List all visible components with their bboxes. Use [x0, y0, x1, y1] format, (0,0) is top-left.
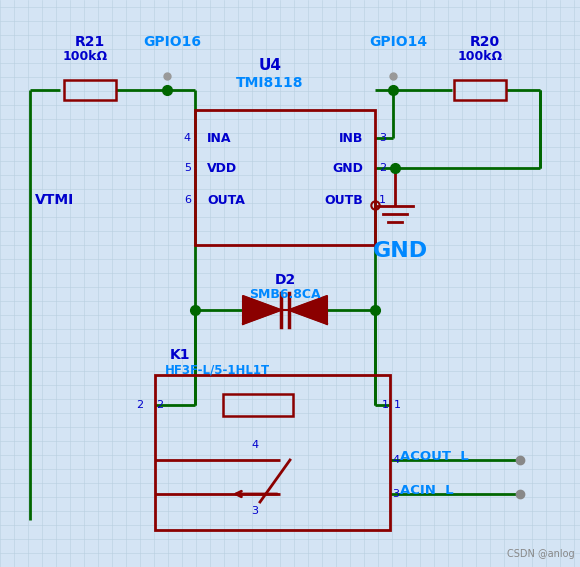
Text: 2: 2 — [156, 400, 163, 410]
Text: 4: 4 — [252, 440, 259, 450]
Text: TMI8118: TMI8118 — [236, 76, 304, 90]
Text: 100kΩ: 100kΩ — [458, 50, 502, 64]
Text: GPIO14: GPIO14 — [369, 35, 427, 49]
Text: 2: 2 — [379, 163, 386, 173]
Text: 1: 1 — [379, 195, 386, 205]
Text: 4: 4 — [184, 133, 191, 143]
Bar — [64, 80, 116, 100]
Text: 3: 3 — [392, 489, 399, 499]
Bar — [155, 375, 390, 530]
Text: 100kΩ: 100kΩ — [63, 50, 107, 64]
Text: ACIN  L: ACIN L — [400, 484, 454, 497]
Polygon shape — [243, 296, 281, 324]
Bar — [223, 394, 292, 416]
Text: 5: 5 — [184, 163, 191, 173]
Text: 6: 6 — [184, 195, 191, 205]
Text: ACOUT  L: ACOUT L — [400, 451, 469, 463]
Text: INB: INB — [339, 132, 363, 145]
Text: INA: INA — [207, 132, 231, 145]
Text: R20: R20 — [470, 35, 500, 49]
Bar — [454, 80, 506, 100]
Text: K1: K1 — [170, 348, 190, 362]
Polygon shape — [289, 296, 327, 324]
Text: OUTB: OUTB — [324, 193, 363, 206]
Text: GPIO16: GPIO16 — [143, 35, 201, 49]
Text: VDD: VDD — [207, 162, 237, 175]
Text: VTMI: VTMI — [35, 193, 74, 207]
Text: GND: GND — [372, 241, 427, 261]
Text: 3: 3 — [379, 133, 386, 143]
Text: 3: 3 — [252, 506, 259, 516]
Bar — [195, 110, 375, 245]
Text: 1: 1 — [382, 400, 389, 410]
Text: GND: GND — [332, 162, 363, 175]
Text: 1: 1 — [394, 400, 401, 410]
Text: OUTA: OUTA — [207, 193, 245, 206]
Text: HF3F-L/5-1HL1T: HF3F-L/5-1HL1T — [165, 363, 270, 376]
Text: CSDN @anlog: CSDN @anlog — [508, 549, 575, 559]
Text: 2: 2 — [136, 400, 143, 410]
Text: U4: U4 — [259, 57, 281, 73]
Text: 4: 4 — [392, 455, 399, 465]
Text: D2: D2 — [274, 273, 296, 287]
Text: R21: R21 — [75, 35, 105, 49]
Text: SMB6.8CA: SMB6.8CA — [249, 289, 321, 302]
